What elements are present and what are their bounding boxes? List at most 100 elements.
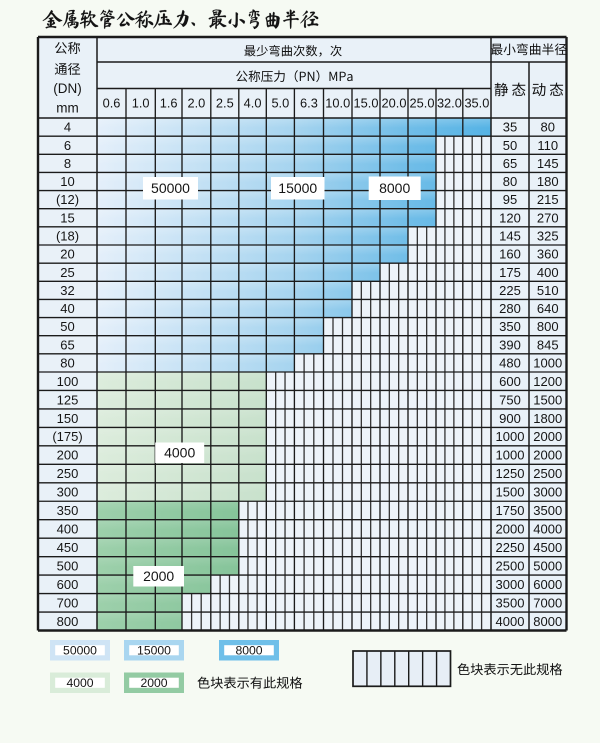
svg-text:1200: 1200 xyxy=(533,374,562,389)
svg-text:400: 400 xyxy=(57,522,79,537)
svg-text:360: 360 xyxy=(537,247,559,262)
svg-text:15.0: 15.0 xyxy=(354,96,379,111)
svg-text:1250: 1250 xyxy=(496,466,525,481)
svg-text:0.6: 0.6 xyxy=(103,96,121,111)
svg-text:750: 750 xyxy=(499,392,521,407)
svg-text:7000: 7000 xyxy=(533,595,562,610)
svg-text:2000: 2000 xyxy=(496,522,525,537)
svg-text:250: 250 xyxy=(57,466,79,481)
svg-text:145: 145 xyxy=(499,229,521,244)
svg-text:350: 350 xyxy=(499,319,521,334)
svg-text:15000: 15000 xyxy=(278,180,317,196)
svg-text:110: 110 xyxy=(537,138,558,153)
svg-text:1500: 1500 xyxy=(533,392,562,407)
svg-text:600: 600 xyxy=(499,374,521,389)
svg-text:4000: 4000 xyxy=(66,676,93,690)
svg-text:280: 280 xyxy=(499,301,521,316)
svg-text:50: 50 xyxy=(503,138,517,153)
svg-text:8: 8 xyxy=(64,156,71,171)
svg-text:2000: 2000 xyxy=(143,568,174,584)
svg-text:160: 160 xyxy=(499,247,521,262)
svg-text:10: 10 xyxy=(60,174,74,189)
svg-text:4.0: 4.0 xyxy=(244,96,262,111)
svg-text:6000: 6000 xyxy=(533,577,562,592)
svg-text:3000: 3000 xyxy=(496,577,525,592)
svg-text:1.0: 1.0 xyxy=(132,96,150,111)
svg-text:80: 80 xyxy=(541,120,555,135)
svg-text:4: 4 xyxy=(64,120,71,135)
svg-text:700: 700 xyxy=(57,595,79,610)
svg-text:15: 15 xyxy=(60,210,74,225)
svg-text:4500: 4500 xyxy=(533,540,562,555)
svg-text:80: 80 xyxy=(503,174,517,189)
svg-text:1000: 1000 xyxy=(496,429,525,444)
svg-text:1750: 1750 xyxy=(496,503,525,518)
svg-text:150: 150 xyxy=(57,411,79,426)
svg-text:(175): (175) xyxy=(52,429,82,444)
svg-text:3000: 3000 xyxy=(533,485,562,500)
svg-text:65: 65 xyxy=(60,337,74,352)
svg-text:215: 215 xyxy=(537,192,559,207)
svg-text:500: 500 xyxy=(57,558,79,573)
svg-text:50000: 50000 xyxy=(63,644,97,658)
svg-text:4000: 4000 xyxy=(533,522,562,537)
svg-text:175: 175 xyxy=(499,265,521,280)
svg-text:20: 20 xyxy=(60,247,74,262)
svg-text:450: 450 xyxy=(57,540,79,555)
svg-text:35.0: 35.0 xyxy=(464,96,489,111)
svg-text:480: 480 xyxy=(499,356,521,371)
svg-text:25.0: 25.0 xyxy=(410,96,435,111)
svg-text:25: 25 xyxy=(60,265,74,280)
svg-text:900: 900 xyxy=(499,411,521,426)
svg-text:6: 6 xyxy=(64,138,71,153)
svg-text:200: 200 xyxy=(57,448,79,463)
svg-text:8000: 8000 xyxy=(379,180,410,196)
svg-text:1000: 1000 xyxy=(496,448,525,463)
svg-text:400: 400 xyxy=(537,265,559,280)
svg-text:3500: 3500 xyxy=(533,503,562,518)
svg-text:(DN): (DN) xyxy=(53,81,82,96)
svg-text:2500: 2500 xyxy=(496,558,525,573)
svg-text:3500: 3500 xyxy=(496,595,525,610)
svg-text:510: 510 xyxy=(537,283,559,298)
svg-text:8000: 8000 xyxy=(235,644,262,658)
svg-text:640: 640 xyxy=(537,301,559,316)
svg-text:225: 225 xyxy=(499,283,521,298)
svg-text:32: 32 xyxy=(60,283,74,298)
svg-text:2.5: 2.5 xyxy=(216,96,234,111)
svg-text:120: 120 xyxy=(499,210,521,225)
svg-text:(12): (12) xyxy=(56,192,79,207)
svg-text:1000: 1000 xyxy=(533,356,562,371)
svg-text:40: 40 xyxy=(60,301,74,316)
svg-text:145: 145 xyxy=(537,156,559,171)
svg-text:8000: 8000 xyxy=(533,614,562,629)
svg-text:2250: 2250 xyxy=(496,540,525,555)
svg-text:180: 180 xyxy=(537,174,559,189)
svg-text:95: 95 xyxy=(503,192,517,207)
svg-text:65: 65 xyxy=(503,156,517,171)
svg-text:35: 35 xyxy=(503,120,517,135)
svg-text:300: 300 xyxy=(57,485,79,500)
svg-text:270: 270 xyxy=(537,210,559,225)
svg-text:(18): (18) xyxy=(56,229,79,244)
svg-text:15000: 15000 xyxy=(137,644,171,658)
svg-text:2000: 2000 xyxy=(533,429,562,444)
svg-text:1.6: 1.6 xyxy=(160,96,178,111)
svg-text:1800: 1800 xyxy=(533,411,562,426)
svg-text:20.0: 20.0 xyxy=(382,96,407,111)
svg-text:2000: 2000 xyxy=(140,676,167,690)
svg-text:125: 125 xyxy=(57,392,79,407)
svg-text:325: 325 xyxy=(537,229,559,244)
svg-text:4000: 4000 xyxy=(164,445,195,461)
svg-text:5000: 5000 xyxy=(533,558,562,573)
svg-text:50000: 50000 xyxy=(151,180,190,196)
svg-text:50: 50 xyxy=(60,319,74,334)
svg-text:mm: mm xyxy=(56,100,79,115)
svg-text:350: 350 xyxy=(57,503,79,518)
svg-text:600: 600 xyxy=(57,577,79,592)
svg-text:6.3: 6.3 xyxy=(300,96,318,111)
svg-text:800: 800 xyxy=(537,319,559,334)
svg-text:100: 100 xyxy=(57,374,79,389)
svg-text:2500: 2500 xyxy=(533,466,562,481)
svg-text:390: 390 xyxy=(499,337,521,352)
